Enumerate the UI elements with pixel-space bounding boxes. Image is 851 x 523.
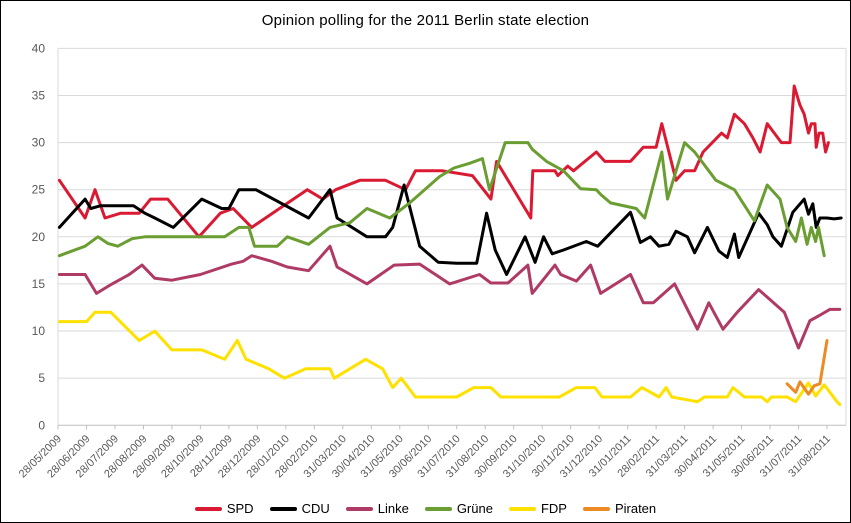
gridlines bbox=[57, 47, 847, 426]
y-tick-label: 20 bbox=[32, 230, 46, 244]
y-tick-label: 35 bbox=[32, 88, 46, 102]
y-tick-label: 40 bbox=[32, 41, 46, 55]
y-tick-label: 10 bbox=[32, 324, 46, 338]
series-line-Piraten bbox=[785, 339, 829, 396]
series-line-Linke bbox=[57, 244, 842, 350]
legend-item-CDU: CDU bbox=[269, 501, 330, 516]
legend-swatch-Piraten bbox=[582, 506, 610, 511]
chart-canvas: 0 5 10 15 20 25 30 35 40 28/05/200928/06/200928/0… bbox=[17, 41, 847, 480]
legend-label-CDU: CDU bbox=[301, 501, 330, 516]
legend: SPD CDU Linke Grüne FDP Piraten bbox=[1, 501, 850, 516]
legend-item-SPD: SPD bbox=[194, 501, 254, 516]
series-line-CDU bbox=[57, 183, 843, 276]
y-axis-labels: 0 5 10 15 20 25 30 35 40 bbox=[32, 41, 46, 432]
x-axis-labels: 28/05/200928/06/200928/07/200928/08/2009… bbox=[17, 433, 833, 480]
legend-item-Piraten: Piraten bbox=[582, 501, 657, 516]
legend-label-Linke: Linke bbox=[377, 501, 409, 516]
legend-swatch-Linke bbox=[345, 506, 373, 511]
y-tick-label: 30 bbox=[32, 136, 46, 150]
legend-label-FDP: FDP bbox=[540, 501, 567, 516]
legend-label-Grüne: Grüne bbox=[456, 501, 493, 516]
legend-swatch-CDU bbox=[269, 506, 297, 511]
legend-swatch-FDP bbox=[508, 506, 536, 511]
legend-item-Linke: Linke bbox=[345, 501, 409, 516]
series-line-FDP bbox=[57, 310, 842, 407]
y-tick-label: 5 bbox=[38, 371, 45, 385]
y-tick-label: 15 bbox=[32, 277, 46, 291]
chart-title: Opinion polling for the 2011 Berlin stat… bbox=[261, 12, 590, 29]
y-tick-label: 25 bbox=[32, 183, 46, 197]
y-tick-label: 0 bbox=[38, 418, 45, 432]
legend-label-SPD: SPD bbox=[226, 501, 254, 516]
series-line-SPD bbox=[57, 84, 830, 239]
legend-item-FDP: FDP bbox=[508, 501, 567, 516]
x-axis bbox=[57, 424, 846, 430]
legend-swatch-Grüne bbox=[424, 506, 452, 511]
legend-swatch-SPD bbox=[194, 506, 222, 511]
legend-item-Grüne: Grüne bbox=[424, 501, 493, 516]
series-line-Grüne bbox=[57, 141, 826, 258]
legend-label-Piraten: Piraten bbox=[614, 501, 657, 516]
